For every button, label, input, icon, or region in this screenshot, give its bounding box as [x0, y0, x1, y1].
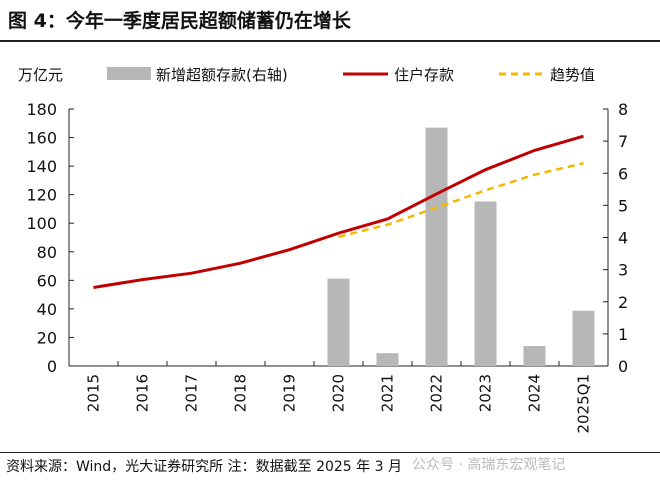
- legend-label: 新增超额存款(右轴): [156, 66, 288, 84]
- x-tick-label: 2024: [526, 374, 544, 412]
- legend-label: 住户存款: [394, 66, 454, 84]
- bar: [523, 346, 546, 366]
- left-tick-label: 160: [26, 129, 57, 148]
- left-tick-label: 140: [26, 157, 57, 176]
- top-divider: [0, 40, 660, 42]
- x-tick-label: 2019: [281, 374, 299, 412]
- x-tick-label: 2022: [428, 374, 446, 412]
- left-tick-label: 80: [37, 243, 57, 262]
- left-tick-label: 120: [26, 186, 57, 205]
- left-tick-label: 100: [26, 214, 57, 233]
- right-tick-label: 0: [618, 357, 628, 376]
- right-tick-label: 6: [618, 164, 628, 183]
- bar: [327, 278, 350, 366]
- x-tick-label: 2023: [477, 374, 495, 412]
- chart-title: 图 4：今年一季度居民超额储蓄仍在增长: [8, 10, 351, 32]
- x-tick-label: 2018: [232, 374, 250, 412]
- x-tick-label: 2020: [330, 374, 348, 412]
- x-tick-label: 2015: [85, 374, 103, 412]
- legend-label: 趋势值: [550, 66, 595, 84]
- left-tick-label: 40: [37, 300, 57, 319]
- x-tick-label: 2016: [134, 374, 152, 412]
- bar: [474, 201, 497, 366]
- bottom-divider: [0, 452, 660, 453]
- bar: [425, 127, 448, 366]
- deposit-line: [93, 134, 584, 289]
- right-tick-label: 3: [618, 261, 628, 280]
- right-tick-label: 5: [618, 196, 628, 215]
- left-tick-label: 60: [37, 271, 57, 290]
- bar: [376, 353, 399, 366]
- right-tick-label: 7: [618, 132, 628, 151]
- legend-swatch-bar: [107, 67, 151, 80]
- left-tick-label: 20: [37, 328, 57, 347]
- right-tick-label: 1: [618, 325, 628, 344]
- watermark: 公众号 · 高瑞东宏观笔记: [412, 457, 566, 473]
- bar: [572, 310, 595, 366]
- right-tick-label: 4: [618, 229, 628, 248]
- left-axis-label: 万亿元: [18, 66, 63, 84]
- left-tick-label: 0: [47, 357, 57, 376]
- right-tick-label: 2: [618, 293, 628, 312]
- source-note: 资料来源：Wind，光大证券研究所 注：数据截至 2025 年 3 月: [6, 459, 402, 475]
- x-tick-label: 2017: [183, 374, 201, 412]
- x-tick-label: 2021: [379, 374, 397, 412]
- left-tick-label: 180: [26, 100, 57, 119]
- trend-line: [338, 162, 584, 238]
- right-tick-label: 8: [618, 100, 628, 119]
- x-tick-label: 2025Q1: [575, 374, 593, 434]
